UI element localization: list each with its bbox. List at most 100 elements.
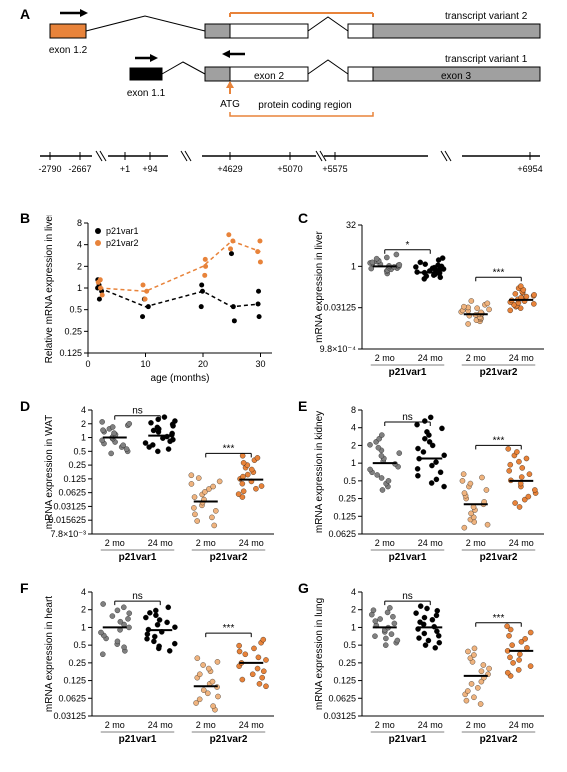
svg-text:2 mo: 2 mo <box>466 538 486 548</box>
svg-text:1: 1 <box>351 622 356 632</box>
svg-text:+1: +1 <box>120 164 130 174</box>
svg-text:p21var1: p21var1 <box>119 552 157 563</box>
svg-text:0.125: 0.125 <box>63 676 86 686</box>
panel-A-diagram: -2790-2667+1+94+4629+5070+5575+6954trans… <box>20 6 550 186</box>
svg-text:20: 20 <box>198 359 208 369</box>
svg-text:24 mo: 24 mo <box>239 720 264 730</box>
svg-text:4: 4 <box>351 587 356 597</box>
svg-text:24 mo: 24 mo <box>239 538 264 548</box>
svg-text:2: 2 <box>81 605 86 615</box>
svg-text:exon 1.1: exon 1.1 <box>127 88 166 99</box>
svg-text:***: *** <box>223 443 235 454</box>
svg-text:p21var2: p21var2 <box>480 552 518 563</box>
svg-text:ns: ns <box>402 412 413 423</box>
svg-text:1: 1 <box>351 458 356 468</box>
svg-text:0.125: 0.125 <box>333 511 356 521</box>
svg-text:24 mo: 24 mo <box>418 353 443 363</box>
panel-G-label: G <box>298 580 309 596</box>
svg-text:2 mo: 2 mo <box>466 720 486 730</box>
svg-text:1: 1 <box>81 622 86 632</box>
svg-text:0.03125: 0.03125 <box>323 303 356 313</box>
svg-text:0.5: 0.5 <box>69 305 82 315</box>
panel-B-label: B <box>20 210 30 226</box>
svg-text:mRNA expression in heart: mRNA expression in heart <box>44 596 55 712</box>
svg-text:0.0625: 0.0625 <box>58 488 86 498</box>
svg-text:8: 8 <box>77 218 82 228</box>
svg-text:p21var1: p21var1 <box>389 734 427 745</box>
svg-text:2 mo: 2 mo <box>375 720 395 730</box>
svg-text:ns: ns <box>402 591 413 602</box>
svg-text:32: 32 <box>346 220 356 230</box>
svg-text:0.0625: 0.0625 <box>58 693 86 703</box>
svg-text:0.5: 0.5 <box>73 446 86 456</box>
svg-text:p21var2: p21var2 <box>480 734 518 745</box>
svg-text:exon 3: exon 3 <box>441 71 471 82</box>
svg-text:***: *** <box>493 435 505 446</box>
svg-text:2 mo: 2 mo <box>105 538 125 548</box>
panel-F-label: F <box>20 580 29 596</box>
panel-D-label: D <box>20 398 30 414</box>
svg-text:0.03125: 0.03125 <box>323 711 356 721</box>
svg-text:ATG: ATG <box>220 99 240 110</box>
chart-B: 0.1250.250.512480102030age (months)Relat… <box>40 215 280 385</box>
svg-text:2: 2 <box>351 440 356 450</box>
svg-text:p21var2: p21var2 <box>210 552 248 563</box>
svg-text:24 mo: 24 mo <box>418 720 443 730</box>
svg-text:7.8×10⁻³: 7.8×10⁻³ <box>50 529 86 539</box>
svg-text:+5070: +5070 <box>277 164 302 174</box>
svg-text:protein coding region: protein coding region <box>258 100 351 111</box>
svg-text:1: 1 <box>77 283 82 293</box>
svg-text:ns: ns <box>132 406 143 417</box>
svg-text:0.25: 0.25 <box>68 658 86 668</box>
svg-text:24 mo: 24 mo <box>148 720 173 730</box>
svg-text:p21var1: p21var1 <box>106 226 139 236</box>
svg-text:24 mo: 24 mo <box>509 538 534 548</box>
svg-text:2 mo: 2 mo <box>375 353 395 363</box>
svg-text:2: 2 <box>351 605 356 615</box>
svg-text:*: * <box>406 240 410 251</box>
svg-text:0.5: 0.5 <box>73 640 86 650</box>
svg-text:0.03125: 0.03125 <box>53 711 86 721</box>
chart-C: 9.8×10⁻⁴0.03125132mRNA expression in liv… <box>310 215 550 385</box>
svg-text:0.0625: 0.0625 <box>328 529 356 539</box>
svg-text:0.5: 0.5 <box>343 476 356 486</box>
svg-text:age (months): age (months) <box>151 373 210 384</box>
svg-text:0.5: 0.5 <box>343 640 356 650</box>
svg-text:0.125: 0.125 <box>63 474 86 484</box>
svg-text:0.03125: 0.03125 <box>53 501 86 511</box>
svg-text:24 mo: 24 mo <box>509 353 534 363</box>
svg-text:exon 2: exon 2 <box>254 71 284 82</box>
svg-text:transcript variant 1: transcript variant 1 <box>445 54 528 65</box>
svg-text:exon 1.2: exon 1.2 <box>49 45 88 56</box>
svg-text:0.0625: 0.0625 <box>328 693 356 703</box>
svg-text:2 mo: 2 mo <box>196 538 216 548</box>
svg-text:-2667: -2667 <box>68 164 91 174</box>
svg-text:mRNA expression in WAT: mRNA expression in WAT <box>44 415 55 529</box>
svg-text:2 mo: 2 mo <box>196 720 216 730</box>
svg-text:p21var1: p21var1 <box>389 552 427 563</box>
svg-text:ns: ns <box>132 591 143 602</box>
svg-text:transcript variant 2: transcript variant 2 <box>445 11 528 22</box>
svg-text:p21var1: p21var1 <box>389 367 427 378</box>
svg-text:+6954: +6954 <box>517 164 542 174</box>
svg-text:8: 8 <box>351 405 356 415</box>
svg-text:2 mo: 2 mo <box>466 353 486 363</box>
panel-E-label: E <box>298 398 307 414</box>
svg-text:24 mo: 24 mo <box>148 538 173 548</box>
svg-text:0.25: 0.25 <box>338 494 356 504</box>
svg-text:+4629: +4629 <box>217 164 242 174</box>
svg-text:2 mo: 2 mo <box>105 720 125 730</box>
svg-text:0.125: 0.125 <box>333 676 356 686</box>
svg-text:***: *** <box>493 267 505 278</box>
svg-text:+5575: +5575 <box>322 164 347 174</box>
svg-text:mRNA expression in liver: mRNA expression in liver <box>314 230 325 342</box>
svg-text:***: *** <box>493 613 505 624</box>
svg-text:10: 10 <box>140 359 150 369</box>
svg-text:mRNA expression in kidney: mRNA expression in kidney <box>314 411 325 533</box>
svg-text:1: 1 <box>351 261 356 271</box>
svg-text:1: 1 <box>81 433 86 443</box>
svg-text:24 mo: 24 mo <box>418 538 443 548</box>
svg-text:p21var2: p21var2 <box>480 367 518 378</box>
svg-text:2 mo: 2 mo <box>375 538 395 548</box>
svg-text:0.25: 0.25 <box>68 460 86 470</box>
